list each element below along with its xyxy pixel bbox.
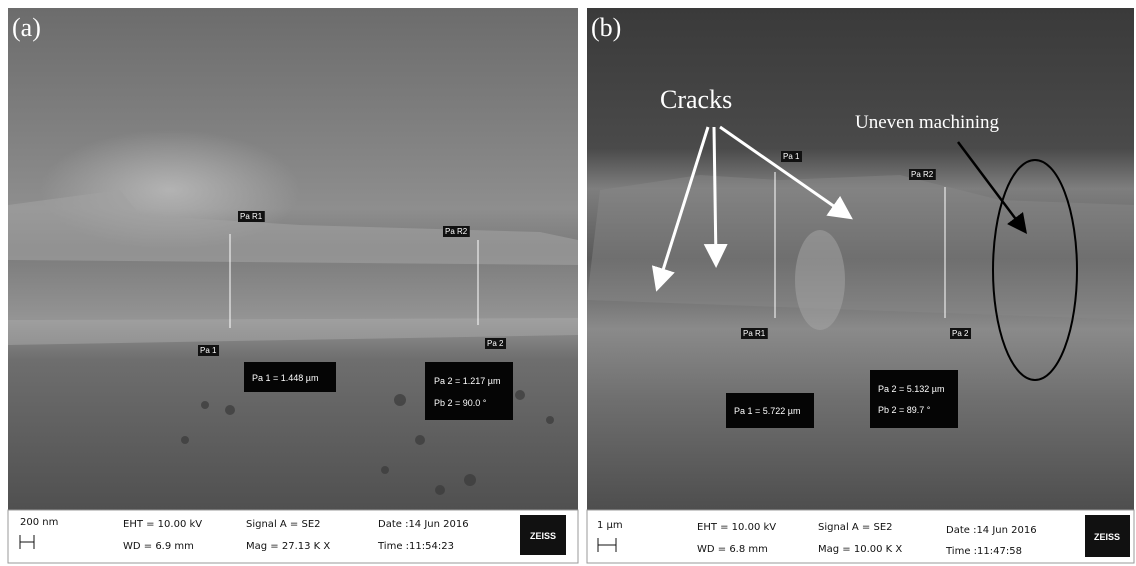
signal: Signal A = SE2 — [818, 522, 893, 533]
bump — [795, 230, 845, 330]
figure: (a) Pa R1 Pa 1 Pa R2 Pa 2 Pa 1 = 1.448 µ… — [0, 0, 1136, 566]
panel-label: (b) — [591, 13, 621, 42]
measure-text: Pa 2 = 1.217 µm — [434, 376, 500, 386]
time: Time :11:47:58 — [945, 546, 1022, 557]
marker: Pa 2 — [487, 339, 504, 348]
marker: Pa R1 — [240, 212, 263, 221]
marker: Pa 2 — [952, 329, 969, 338]
panel-b: (b) Pa 1 Pa R1 Pa R2 Pa 2 Pa 1 = 5.722 µ… — [587, 8, 1134, 563]
measure-text: Pb 2 = 90.0 ° — [434, 398, 487, 408]
marker: Pa R2 — [911, 170, 934, 179]
mag: Mag = 10.00 K X — [818, 544, 902, 555]
brand: ZEISS — [1094, 532, 1120, 542]
marker: Pa R1 — [743, 329, 766, 338]
info-bar — [587, 510, 1134, 563]
scale: 200 nm — [20, 517, 58, 528]
annotation: Cracks — [660, 85, 732, 114]
measure-text: Pa 2 = 5.132 µm — [878, 384, 944, 394]
scale: 1 µm — [597, 520, 623, 531]
measure-box — [870, 370, 958, 428]
measure-text: Pb 2 = 89.7 ° — [878, 405, 931, 415]
info-bar — [8, 510, 578, 563]
panel-label: (a) — [12, 13, 41, 42]
mag: Mag = 27.13 K X — [246, 541, 330, 552]
eht: EHT = 10.00 kV — [123, 519, 202, 530]
panel-a: (a) Pa R1 Pa 1 Pa R2 Pa 2 Pa 1 = 1.448 µ… — [8, 8, 578, 563]
time: Time :11:54:23 — [377, 541, 454, 552]
marker: Pa 1 — [783, 152, 800, 161]
brand: ZEISS — [530, 531, 556, 541]
measure-text: Pa 1 = 5.722 µm — [734, 406, 800, 416]
date: Date :14 Jun 2016 — [378, 519, 469, 530]
wd: WD = 6.9 mm — [123, 541, 194, 552]
marker: Pa 1 — [200, 346, 217, 355]
date: Date :14 Jun 2016 — [946, 525, 1037, 536]
annotation: Uneven machining — [855, 112, 1000, 133]
measure-text: Pa 1 = 1.448 µm — [252, 373, 318, 383]
measure-box — [425, 362, 513, 420]
eht: EHT = 10.00 kV — [697, 522, 776, 533]
wd: WD = 6.8 mm — [697, 544, 768, 555]
marker: Pa R2 — [445, 227, 468, 236]
signal: Signal A = SE2 — [246, 519, 321, 530]
